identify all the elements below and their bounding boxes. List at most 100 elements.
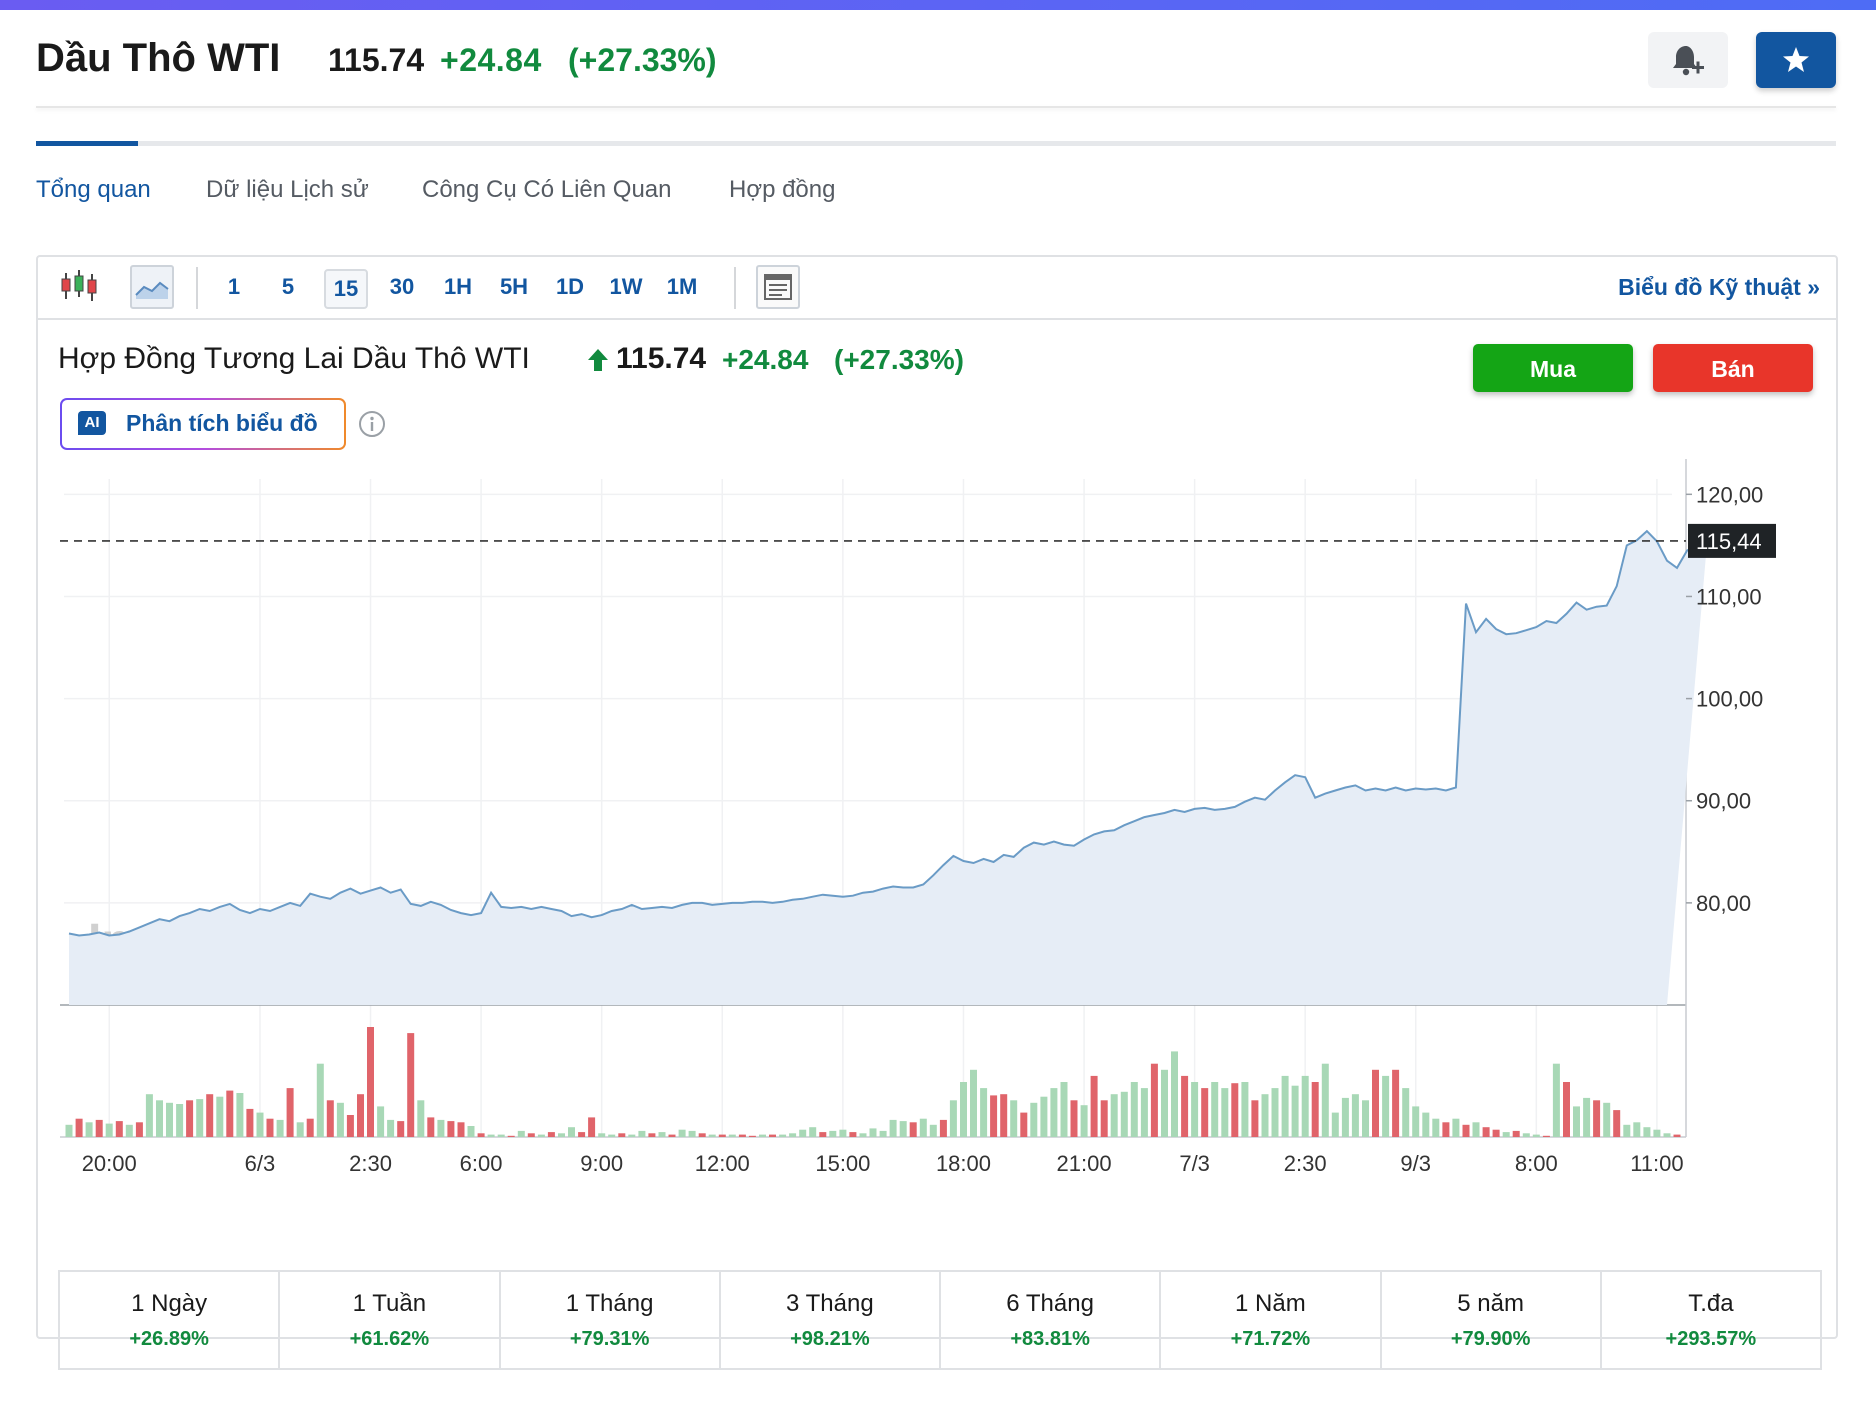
perf-cell-6m[interactable]: 6 Tháng +83.81% bbox=[941, 1272, 1162, 1368]
price-area bbox=[69, 531, 1708, 1005]
perf-cell-1m[interactable]: 1 Tháng +79.31% bbox=[501, 1272, 721, 1368]
x-tick-label: 8:00 bbox=[1515, 1151, 1558, 1176]
interval-1w[interactable]: 1W bbox=[609, 274, 643, 299]
area-chart-button[interactable] bbox=[130, 265, 174, 309]
volume-bar bbox=[206, 1094, 214, 1137]
volume-bar bbox=[487, 1134, 495, 1137]
volume-bar bbox=[346, 1115, 354, 1137]
sell-button[interactable]: Bán bbox=[1653, 344, 1813, 392]
volume-bar bbox=[1412, 1106, 1420, 1137]
chart-toolbar: 1 5 15 30 1H 5H 1D 1W 1M Biểu đồ Kỹ thuậ… bbox=[38, 257, 1836, 320]
perf-cell-max[interactable]: T.đa +293.57% bbox=[1602, 1272, 1820, 1368]
y-tick-label: 120,00 bbox=[1696, 482, 1763, 507]
perf-value: +79.90% bbox=[1450, 1328, 1531, 1350]
volume-bar bbox=[618, 1133, 626, 1137]
volume-bar bbox=[1080, 1105, 1088, 1137]
volume-bar bbox=[1472, 1122, 1480, 1137]
volume-bar bbox=[1341, 1097, 1349, 1137]
buy-button[interactable]: Mua bbox=[1473, 344, 1633, 392]
volume-bar bbox=[909, 1122, 917, 1137]
volume-bar bbox=[1643, 1127, 1651, 1137]
info-icon[interactable] bbox=[358, 410, 386, 438]
volume-bar bbox=[789, 1133, 797, 1137]
volume-bar bbox=[859, 1133, 867, 1137]
y-tick-label: 100,00 bbox=[1696, 687, 1763, 712]
volume-bar bbox=[1402, 1088, 1410, 1137]
add-alert-button[interactable] bbox=[1648, 32, 1728, 88]
volume-bar bbox=[1040, 1096, 1048, 1137]
interval-1m[interactable]: 1M bbox=[666, 274, 698, 299]
tab-overview[interactable]: Tổng quan bbox=[36, 176, 151, 203]
volume-bar bbox=[939, 1119, 947, 1137]
volume-bar bbox=[1512, 1130, 1520, 1137]
interval-5[interactable]: 5 bbox=[281, 274, 295, 299]
perf-cell-1d[interactable]: 1 Ngày +26.89% bbox=[60, 1272, 281, 1368]
volume-bar bbox=[809, 1127, 817, 1137]
volume-bar bbox=[517, 1130, 525, 1137]
x-tick-label: 6/3 bbox=[245, 1151, 276, 1176]
perf-label: 1 Tháng bbox=[565, 1290, 654, 1317]
volume-bar bbox=[1593, 1100, 1601, 1137]
perf-value: +79.31% bbox=[569, 1328, 650, 1350]
perf-cell-1y[interactable]: 1 Năm +71.72% bbox=[1161, 1272, 1382, 1368]
interval-1d[interactable]: 1D bbox=[555, 274, 585, 299]
perf-label: 1 Năm bbox=[1235, 1290, 1306, 1317]
volume-bar bbox=[718, 1134, 726, 1137]
interval-5h[interactable]: 5H bbox=[499, 274, 529, 299]
tab-contracts[interactable]: Hợp đồng bbox=[729, 176, 836, 203]
volume-bar bbox=[1462, 1124, 1470, 1137]
toolbar-separator bbox=[734, 267, 736, 309]
interval-15[interactable]: 15 bbox=[324, 269, 368, 309]
perf-cell-3m[interactable]: 3 Tháng +98.21% bbox=[721, 1272, 941, 1368]
volume-bar bbox=[1372, 1069, 1379, 1137]
volume-bar bbox=[899, 1121, 907, 1137]
x-tick-label: 12:00 bbox=[695, 1151, 750, 1176]
interval-1h[interactable]: 1H bbox=[443, 274, 473, 299]
tabs-active-indicator bbox=[36, 141, 138, 146]
volume-bar bbox=[507, 1135, 515, 1137]
volume-bar bbox=[708, 1134, 716, 1137]
volume-bar bbox=[477, 1133, 485, 1137]
indicators-button[interactable] bbox=[756, 265, 800, 309]
toolbar-separator bbox=[196, 267, 198, 309]
volume-bar bbox=[377, 1106, 385, 1137]
volume-bar bbox=[829, 1130, 837, 1137]
interval-1[interactable]: 1 bbox=[227, 274, 241, 299]
tab-historical-data[interactable]: Dữ liệu Lịch sử bbox=[206, 176, 369, 203]
volume-bar bbox=[336, 1102, 344, 1137]
volume-bar bbox=[970, 1069, 977, 1137]
volume-bar bbox=[889, 1119, 897, 1137]
volume-bar bbox=[166, 1102, 173, 1137]
volume-bar bbox=[568, 1127, 575, 1137]
volume-bar bbox=[698, 1133, 706, 1137]
volume-bar bbox=[949, 1100, 957, 1137]
perf-value: +293.57% bbox=[1665, 1328, 1757, 1350]
volume-bar bbox=[1221, 1088, 1229, 1137]
volume-bar bbox=[1261, 1094, 1269, 1137]
volume-bar bbox=[1392, 1069, 1400, 1137]
perf-cell-5y[interactable]: 5 năm +79.90% bbox=[1382, 1272, 1602, 1368]
volume-bar bbox=[316, 1063, 324, 1137]
y-tick-label: 80,00 bbox=[1696, 891, 1751, 916]
perf-cell-1w[interactable]: 1 Tuần +61.62% bbox=[280, 1272, 501, 1368]
volume-bar bbox=[286, 1088, 294, 1137]
price-chart[interactable]: Investing.com 120,00110,00100,0090,0080,… bbox=[38, 257, 1836, 1257]
volume-bar bbox=[648, 1133, 656, 1137]
interval-30[interactable]: 30 bbox=[389, 274, 415, 299]
volume-bar bbox=[236, 1093, 244, 1137]
volume-bar bbox=[547, 1132, 555, 1137]
volume-bar bbox=[638, 1130, 646, 1137]
technical-chart-link[interactable]: Biểu đồ Kỹ thuật » bbox=[1618, 274, 1820, 300]
volume-bar bbox=[397, 1121, 405, 1137]
header-change: +24.84 bbox=[440, 42, 542, 78]
candlestick-icon[interactable] bbox=[58, 265, 100, 307]
volume-bar bbox=[1050, 1088, 1058, 1137]
volume-bar bbox=[447, 1121, 455, 1137]
ai-chart-analysis-button[interactable]: AI Phân tích biểu đồ bbox=[60, 398, 346, 450]
tab-related-instruments[interactable]: Công Cụ Có Liên Quan bbox=[422, 176, 672, 203]
x-tick-label: 11:00 bbox=[1630, 1151, 1683, 1176]
watchlist-button[interactable] bbox=[1756, 32, 1836, 88]
x-tick-label: 20:00 bbox=[82, 1151, 137, 1176]
volume-bar bbox=[75, 1118, 83, 1137]
volume-bar bbox=[357, 1094, 364, 1137]
